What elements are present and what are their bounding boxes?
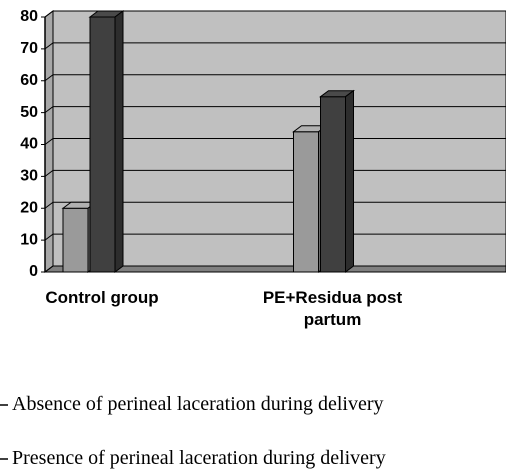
legend-label: Presence of perineal laceration during d… (12, 447, 386, 469)
grid-line (44, 201, 506, 209)
grid-line (44, 265, 506, 273)
y-tick-label: 0 (29, 263, 38, 280)
y-tick-label: 60 (20, 72, 38, 89)
bar-front (320, 96, 346, 273)
legend-label: Absence of perineal laceration during de… (12, 393, 384, 415)
y-tick-label: 10 (20, 231, 38, 248)
grid-line (44, 10, 506, 18)
grid-line (44, 106, 506, 114)
y-tick-label: 70 (20, 40, 38, 57)
grid-line (44, 42, 506, 50)
bar (319, 89, 355, 273)
y-tick-label: 80 (20, 8, 38, 25)
bar-front (293, 131, 319, 273)
x-tick-label: Control group (45, 288, 159, 307)
y-tick-label: 20 (20, 199, 38, 216)
grid-line (44, 74, 506, 82)
y-tick-label: 30 (20, 168, 38, 185)
bar-front (89, 16, 116, 273)
y-tick-label: 40 (20, 136, 38, 153)
grid-line (44, 138, 506, 145)
bar-side (345, 89, 354, 273)
bar-side (114, 10, 124, 273)
bar (88, 10, 125, 273)
grid-line (44, 169, 506, 177)
grid-line (44, 233, 506, 241)
x-tick-label: PE+Residua post partum (262, 288, 403, 329)
bar-front (62, 207, 89, 273)
y-tick-label: 50 (20, 104, 38, 121)
